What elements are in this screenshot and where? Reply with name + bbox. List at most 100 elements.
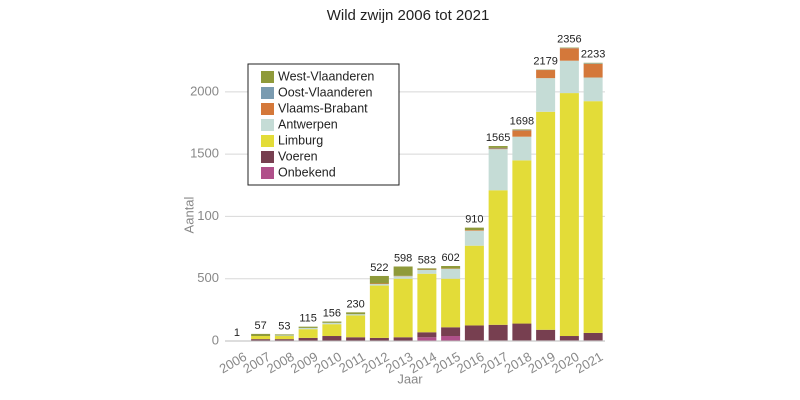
bar-segment — [369, 337, 389, 341]
bar-segment — [512, 136, 532, 161]
legend-label: Vlaams-Brabant — [278, 101, 368, 115]
legend-swatch — [261, 71, 274, 83]
bar-segment — [488, 190, 508, 325]
bar-segment — [298, 326, 318, 328]
total-label: 57 — [255, 320, 267, 332]
total-label: 2179 — [533, 55, 557, 67]
bar-segment — [488, 149, 508, 191]
total-label: 1565 — [486, 132, 510, 144]
total-label: 2233 — [581, 49, 605, 61]
bar-segment — [417, 337, 437, 341]
bar-segment — [441, 327, 461, 337]
bar-segment — [512, 129, 532, 131]
total-label: 156 — [323, 307, 341, 319]
bar-segment — [251, 336, 271, 340]
legend-swatch — [261, 119, 274, 131]
total-label: 53 — [278, 320, 290, 332]
bar-segment — [488, 147, 508, 149]
bar-segment — [298, 327, 318, 330]
bar-segment — [464, 245, 484, 326]
bar-segment — [393, 266, 413, 276]
legend-label: Oost-Vlaanderen — [278, 85, 373, 99]
bar-segment — [322, 324, 342, 337]
legend-swatch — [261, 87, 274, 99]
bar-segment — [369, 284, 389, 286]
bar-segment — [441, 336, 461, 341]
total-label: 115 — [299, 313, 317, 325]
bar-segment — [322, 322, 342, 325]
bar-segment — [322, 336, 342, 341]
legend-label: Onbekend — [278, 165, 336, 179]
total-label: 1698 — [510, 115, 534, 127]
legend-swatch — [261, 103, 274, 115]
bar-segment — [369, 283, 389, 285]
bar-segment — [369, 275, 389, 284]
bar-segment — [251, 339, 271, 341]
bar-segment — [512, 130, 532, 137]
bar-segment — [346, 315, 366, 338]
bar-segment — [346, 314, 366, 316]
bar-segment — [369, 285, 389, 338]
y-tick-label: 0 — [212, 332, 219, 347]
bar-segment — [417, 273, 437, 333]
total-label: 910 — [465, 214, 483, 226]
bar-segment — [559, 336, 579, 341]
bar-segment — [559, 60, 579, 94]
bar-segment — [536, 111, 556, 330]
total-label: 583 — [418, 254, 436, 266]
bar-segment — [536, 329, 556, 341]
bar-segment — [322, 321, 342, 323]
bar-segment — [559, 48, 579, 61]
legend-label: West-Vlaanderen — [278, 69, 374, 83]
bar-segment — [441, 266, 461, 269]
bar-segment — [417, 268, 437, 270]
bar-segment — [393, 276, 413, 279]
bar-segment — [583, 77, 603, 102]
bar-segment — [512, 160, 532, 324]
bar-segment — [583, 101, 603, 333]
chart-title: Wild zwijn 2006 tot 2021 — [327, 7, 490, 24]
bar-segment — [583, 63, 603, 78]
bar-segment — [393, 337, 413, 341]
bar-segment — [274, 335, 294, 337]
bar-segment — [464, 325, 484, 341]
bar-segment — [417, 269, 437, 274]
x-axis-label: Jaar — [397, 371, 423, 386]
x-tick-label: 2021 — [573, 349, 606, 376]
total-label: 230 — [346, 298, 364, 310]
total-label: 602 — [441, 252, 459, 264]
y-tick-label: 2000 — [190, 83, 219, 98]
bar-segment — [298, 337, 318, 341]
bar-segment — [274, 336, 294, 340]
bar-segment — [346, 312, 366, 315]
legend-label: Limburg — [278, 133, 323, 147]
bar-segment — [464, 230, 484, 246]
bar-segment — [441, 268, 461, 279]
legend-label: Voeren — [278, 149, 318, 163]
total-label: 2356 — [557, 33, 581, 45]
total-label: 522 — [370, 262, 388, 274]
legend-swatch — [261, 151, 274, 163]
bar-segment — [536, 78, 556, 112]
bar-segment — [393, 278, 413, 338]
bar-segment — [583, 332, 603, 341]
total-label: 1 — [234, 327, 240, 339]
bar-segment — [464, 227, 484, 231]
total-label: 598 — [394, 252, 412, 264]
bar-segment — [488, 146, 508, 148]
bar-segment — [298, 329, 318, 338]
bar-segment — [559, 93, 579, 337]
legend-label: Antwerpen — [278, 117, 338, 131]
bar-segment — [488, 148, 508, 150]
bar-segment — [512, 323, 532, 341]
y-tick-label: 1500 — [190, 146, 219, 161]
y-tick-label: 100 — [197, 208, 219, 223]
legend-swatch — [261, 167, 274, 179]
bar-segment — [536, 70, 556, 79]
bar-segment — [464, 230, 484, 231]
bar-segment — [417, 332, 437, 338]
bar-segment — [274, 339, 294, 341]
legend-swatch — [261, 135, 274, 147]
bar-segment — [441, 278, 461, 328]
